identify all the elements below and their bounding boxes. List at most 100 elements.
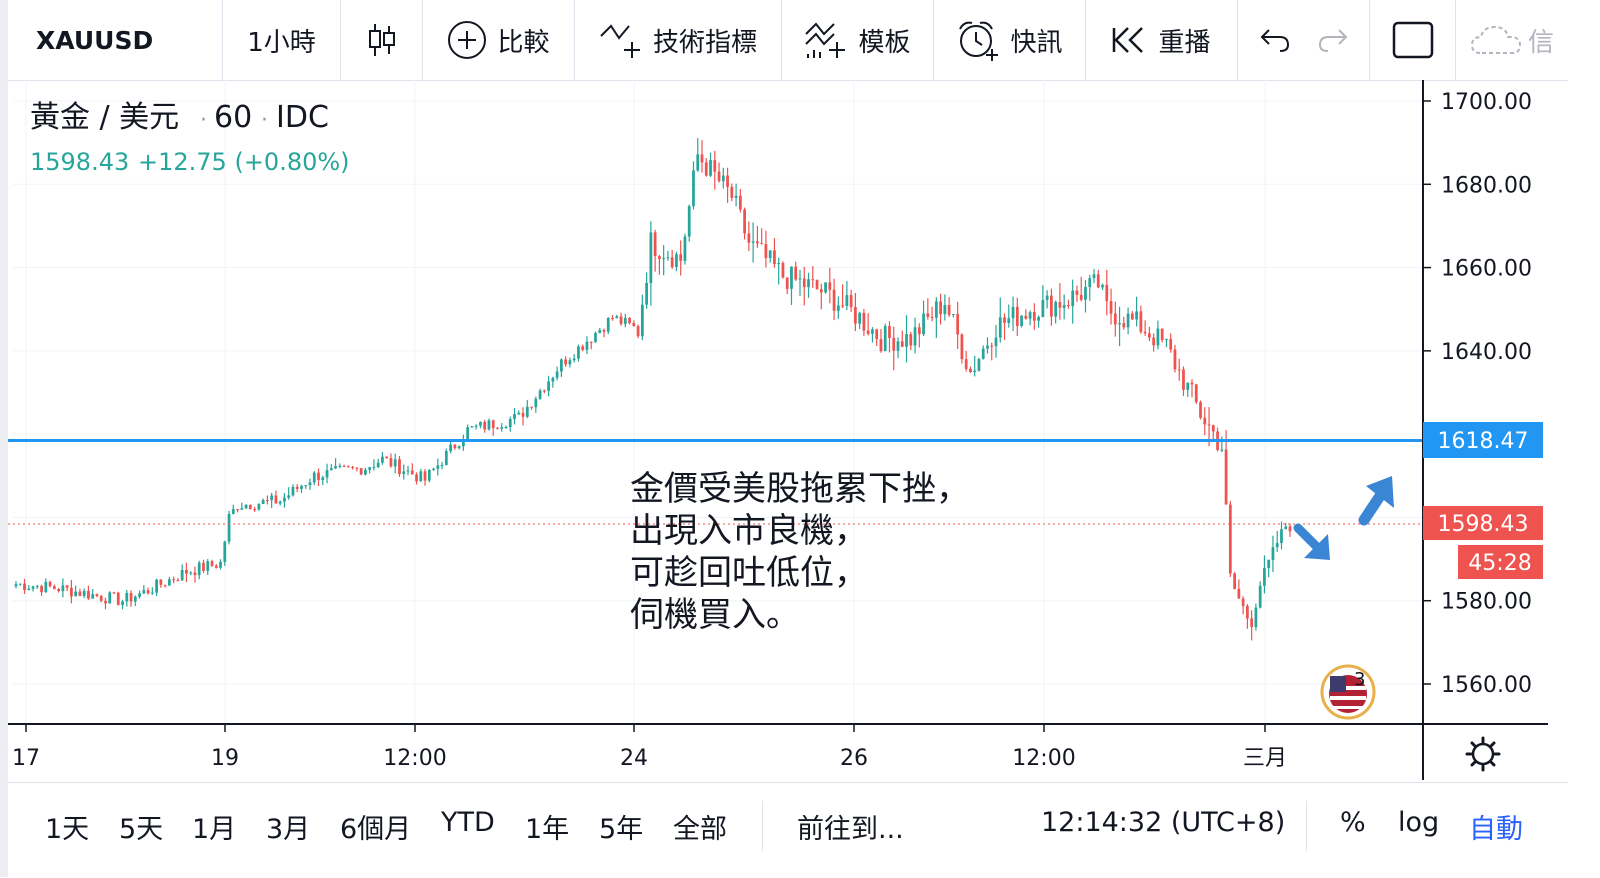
compare-button[interactable]: 比較 <box>423 0 575 80</box>
range-1y-button[interactable]: 1年 <box>525 814 570 845</box>
range-ytd-button[interactable]: YTD <box>441 807 495 838</box>
candle-body <box>168 579 171 586</box>
candle-body <box>202 562 205 571</box>
candle-body <box>977 359 981 371</box>
price-tick-label: 1660.00 <box>1441 257 1532 282</box>
settings-gear-icon[interactable] <box>1465 736 1501 772</box>
chart-type-button[interactable] <box>341 0 423 80</box>
candle-body <box>57 588 60 592</box>
candle-body <box>640 304 644 337</box>
candle-body <box>1113 313 1117 325</box>
templates-button[interactable]: 模板 <box>782 0 934 80</box>
candle-body <box>1284 526 1288 530</box>
candle-body <box>364 469 367 475</box>
candle-body <box>947 305 951 315</box>
candle-body <box>329 468 333 471</box>
candle-body <box>645 283 648 305</box>
candle-body <box>513 414 516 420</box>
candle-body <box>542 390 546 392</box>
candle-body <box>1233 573 1236 589</box>
candle-body <box>444 451 448 465</box>
range-6m-button[interactable]: 6個月 <box>340 814 412 845</box>
candle-body <box>87 590 90 599</box>
candle-body <box>1135 311 1138 320</box>
legend-source: IDC <box>276 100 329 135</box>
candle-body <box>300 485 303 489</box>
candle-body <box>342 465 346 467</box>
goto-date-button[interactable]: 前往到... <box>797 814 904 845</box>
candle-body <box>1211 425 1215 432</box>
candle-body <box>930 316 934 318</box>
range-1d-button[interactable]: 1天 <box>45 814 90 845</box>
candle-body <box>372 467 376 469</box>
candle-body <box>606 317 610 332</box>
candle-body <box>841 305 844 307</box>
candle-body <box>1109 301 1113 314</box>
undo-icon[interactable] <box>1258 27 1290 53</box>
interval-button[interactable]: 1小時 <box>223 0 341 80</box>
price-chart[interactable]: 1700.001680.001660.001640.001620.001600.… <box>8 80 1568 780</box>
time-tick-label: 26 <box>840 746 868 771</box>
candle-body <box>1258 585 1262 608</box>
candle-body <box>692 170 695 207</box>
legend-last-price: 1598.43 <box>30 148 129 176</box>
candle-body <box>854 307 857 324</box>
candle-body <box>743 209 746 234</box>
candle-body <box>193 572 197 576</box>
range-3m-button[interactable]: 3月 <box>266 814 311 845</box>
candle-body <box>871 329 874 334</box>
candle-body <box>1062 305 1066 308</box>
candle-body <box>1271 547 1275 560</box>
candle-body <box>1220 449 1224 451</box>
candle-body <box>287 495 291 498</box>
time-tick-label: 三月 <box>1243 746 1287 771</box>
candle-body <box>35 586 39 588</box>
candle-body <box>1237 588 1241 599</box>
candle-body <box>415 474 418 482</box>
candle-body <box>675 254 678 268</box>
range-5y-button[interactable]: 5年 <box>599 814 644 845</box>
candle-body <box>48 581 52 587</box>
candle-body <box>1194 384 1198 403</box>
candle-body <box>491 420 495 429</box>
candle-body <box>560 359 563 372</box>
range-5d-button[interactable]: 5天 <box>119 814 164 845</box>
separator <box>762 801 763 851</box>
redo-icon[interactable] <box>1318 27 1350 53</box>
clock-timezone[interactable]: 12:14:32 (UTC+8) <box>1041 807 1286 838</box>
candle-body <box>266 500 269 502</box>
fullscreen-button[interactable] <box>1370 0 1456 80</box>
templates-icon <box>805 22 846 58</box>
auto-scale-toggle[interactable]: 自動 <box>1469 814 1523 845</box>
candle-body <box>747 233 751 243</box>
candle-body <box>1177 369 1181 371</box>
annotation-line-2: 出現入市良機， <box>630 511 868 551</box>
candle-body <box>990 345 994 347</box>
horizontal-line-badge[interactable]: 1618.47 <box>1423 422 1543 458</box>
replay-button[interactable]: 重播 <box>1086 0 1238 80</box>
candle-body <box>483 421 487 430</box>
range-all-button[interactable]: 全部 <box>673 814 727 845</box>
candle-body <box>1143 331 1147 334</box>
chart-area[interactable]: 1700.001680.001660.001640.001620.001600.… <box>8 80 1568 780</box>
candle-body <box>1088 278 1092 288</box>
candle-body <box>521 412 525 417</box>
candle-body <box>436 465 440 469</box>
candle-body <box>1101 284 1104 288</box>
symbol-search-button[interactable]: XAUUSD <box>8 0 223 80</box>
candle-body <box>385 456 389 459</box>
candle-body <box>163 584 167 586</box>
candle-body <box>253 509 256 511</box>
candle-body <box>986 345 989 349</box>
log-scale-toggle[interactable]: log <box>1398 807 1440 838</box>
indicators-button[interactable]: 技術指標 <box>575 0 782 80</box>
events-badge[interactable]: 3 <box>1320 664 1376 720</box>
percent-scale-toggle[interactable]: % <box>1340 807 1366 838</box>
alerts-button[interactable]: 快訊 <box>934 0 1086 80</box>
range-1m-button[interactable]: 1月 <box>192 814 237 845</box>
save-cloud-button[interactable]: 信 <box>1456 0 1556 80</box>
candle-body <box>1092 274 1096 279</box>
candle-body <box>40 586 43 593</box>
candle-body <box>913 327 917 346</box>
candle-body <box>1015 306 1019 326</box>
